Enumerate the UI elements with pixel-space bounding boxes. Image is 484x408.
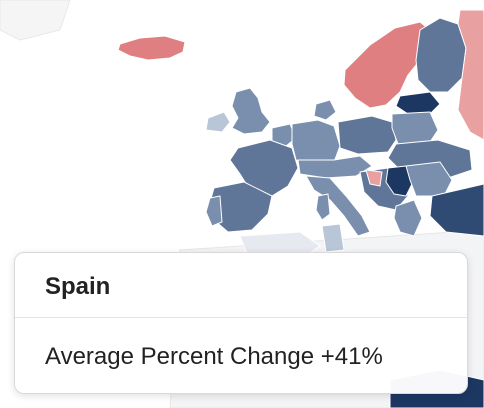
country-belarus[interactable] (391, 111, 439, 145)
country-greece[interactable] (393, 199, 423, 237)
country-finland[interactable] (415, 17, 467, 93)
country-ireland[interactable] (205, 111, 231, 133)
country-poland[interactable] (337, 115, 397, 155)
tooltip-metric: Average Percent Change +41% (45, 343, 383, 370)
country-france[interactable] (229, 139, 299, 197)
country-baltics[interactable] (395, 91, 441, 115)
country-turkey[interactable] (429, 183, 484, 237)
country-libya[interactable] (321, 223, 345, 253)
country-russia[interactable] (457, 9, 484, 141)
country-benelux[interactable] (271, 123, 297, 147)
country-sardinia[interactable] (315, 193, 331, 221)
country-croatia[interactable] (365, 169, 383, 187)
tooltip-divider (15, 317, 467, 318)
background-land-greenland-edge (0, 0, 71, 41)
country-tooltip: Spain Average Percent Change +41% (14, 252, 468, 394)
country-denmark[interactable] (313, 99, 337, 121)
country-portugal[interactable] (205, 195, 223, 227)
country-iceland[interactable] (117, 35, 186, 61)
tooltip-country-name: Spain (45, 273, 111, 300)
country-united-kingdom[interactable] (231, 87, 271, 135)
country-germany[interactable] (291, 119, 341, 167)
country-norway-sweden[interactable] (343, 21, 431, 109)
